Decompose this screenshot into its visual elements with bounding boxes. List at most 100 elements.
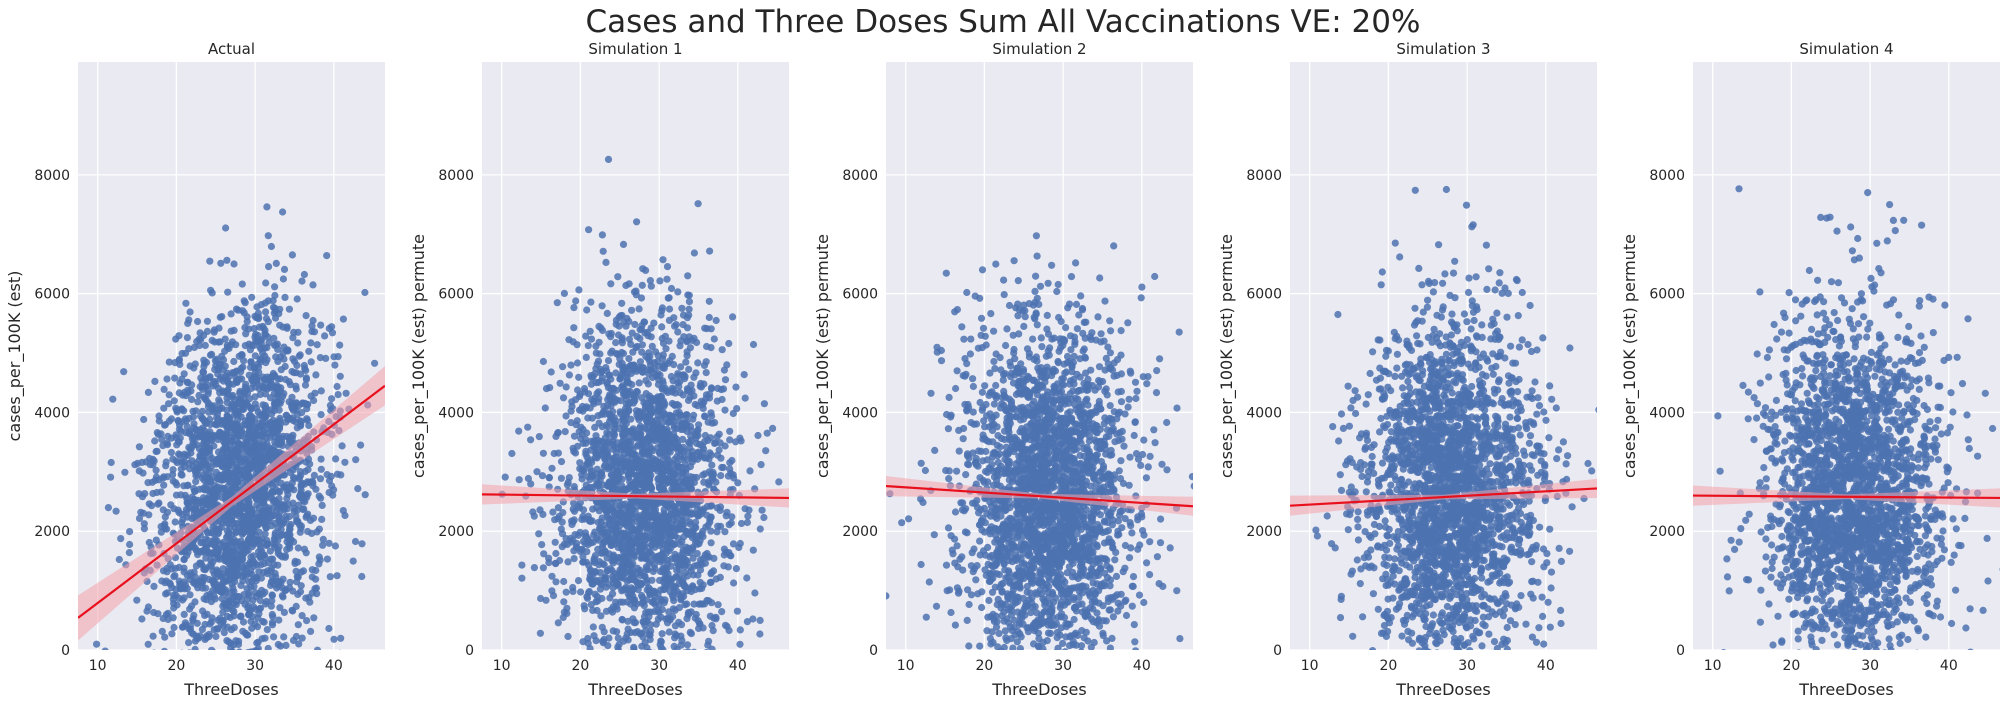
scatter-point <box>704 649 707 650</box>
scatter-point <box>689 554 697 562</box>
scatter-point <box>171 518 179 526</box>
scatter-point <box>341 511 349 520</box>
scatter-point <box>593 651 600 658</box>
scatter-point <box>334 353 342 361</box>
scatter-point <box>681 601 689 609</box>
scatter-point <box>192 407 200 415</box>
scatter-point <box>192 478 200 486</box>
scatter-point <box>612 448 621 456</box>
scatter-point <box>621 658 628 665</box>
scatter-point <box>596 654 603 661</box>
scatter-point <box>185 639 193 647</box>
scatter-point <box>598 472 606 480</box>
scatter-point <box>222 657 229 664</box>
scatter-point <box>595 322 603 330</box>
scatter-point <box>756 525 764 533</box>
scatter-point <box>582 447 590 455</box>
scatter-point <box>318 501 326 509</box>
scatter-point <box>228 580 236 588</box>
scatter-point <box>328 395 336 403</box>
scatter-point <box>208 490 216 498</box>
scatter-point <box>530 564 539 572</box>
scatter-point <box>727 519 735 527</box>
scatter-point <box>620 548 628 556</box>
scatter-point <box>576 499 585 507</box>
scatter-point <box>638 658 645 665</box>
scatter-point <box>554 504 563 512</box>
scatter-point <box>298 277 306 285</box>
scatter-point <box>160 404 168 412</box>
scatter-point <box>249 379 258 387</box>
scatter-point <box>726 436 734 444</box>
scatter-point <box>585 589 593 597</box>
scatter-point <box>617 653 624 660</box>
scatter-point <box>157 523 165 531</box>
scatter-point <box>630 598 639 607</box>
scatter-point <box>185 459 193 468</box>
scatter-point <box>654 500 662 508</box>
scatter-point <box>641 639 649 647</box>
scatter-point <box>567 407 575 415</box>
scatter-point <box>689 415 697 423</box>
scatter-point <box>254 423 262 431</box>
scatter-point <box>694 448 703 456</box>
scatter-point <box>602 649 606 650</box>
scatter-point <box>559 363 567 371</box>
scatter-point <box>709 627 717 635</box>
scatter-point <box>173 406 181 414</box>
scatter-point <box>579 553 587 561</box>
scatter-point <box>667 439 675 447</box>
scatter-point <box>586 475 594 484</box>
scatter-point <box>714 601 722 609</box>
scatter-point <box>653 358 662 366</box>
scatter-point <box>586 566 594 574</box>
scatter-point <box>267 406 275 414</box>
scatter-point <box>301 364 309 373</box>
scatter-point <box>608 347 616 355</box>
scatter-point <box>170 505 178 513</box>
scatter-point <box>298 612 306 620</box>
scatter-point <box>648 342 656 350</box>
scatter-point <box>552 432 560 440</box>
scatter-point <box>676 652 683 659</box>
scatter-point <box>575 428 583 436</box>
scatter-point <box>539 564 548 572</box>
scatter-point <box>223 471 231 479</box>
scatter-point <box>693 550 701 558</box>
scatter-point <box>267 581 275 590</box>
scatter-point <box>270 633 278 641</box>
scatter-point <box>685 291 693 299</box>
scatter-point <box>763 429 771 437</box>
scatter-point <box>219 608 227 616</box>
scatter-point <box>608 556 616 565</box>
scatter-point <box>632 291 640 299</box>
scatter-point <box>175 594 183 602</box>
scatter-point <box>242 561 251 570</box>
scatter-point <box>749 340 758 349</box>
scatter-point <box>250 558 258 567</box>
scatter-point <box>265 508 273 517</box>
scatter-point <box>175 450 183 458</box>
scatter-point <box>261 634 269 642</box>
scatter-point <box>242 572 250 580</box>
scatter-point <box>283 651 290 658</box>
scatter-point <box>245 474 253 482</box>
scatter-point <box>599 639 608 647</box>
scatter-point <box>642 266 650 274</box>
scatter-point <box>627 450 635 458</box>
scatter-point <box>695 650 702 657</box>
scatter-point <box>584 342 592 350</box>
scatter-point <box>741 505 749 513</box>
scatter-point <box>206 374 214 382</box>
scatter-point <box>663 582 671 590</box>
scatter-point <box>668 521 676 529</box>
scatter-point <box>619 429 627 437</box>
scatter-point <box>268 425 276 433</box>
scatter-point <box>228 606 236 614</box>
scatter-point <box>170 397 178 405</box>
scatter-point <box>213 421 221 429</box>
scatter-point <box>230 612 238 620</box>
scatter-point <box>671 649 675 650</box>
scatter-point <box>670 649 674 650</box>
scatter-point <box>549 508 557 516</box>
